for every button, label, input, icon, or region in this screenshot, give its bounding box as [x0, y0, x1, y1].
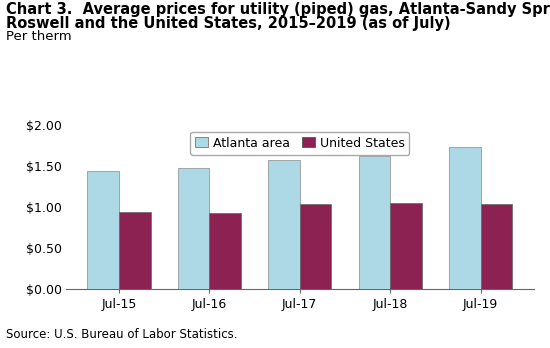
Text: Per therm: Per therm [6, 30, 71, 42]
Bar [268, 160, 300, 289]
Bar [300, 204, 332, 289]
Bar [119, 212, 151, 289]
Text: Chart 3.  Average prices for utility (piped) gas, Atlanta-Sandy Springs-: Chart 3. Average prices for utility (pip… [6, 2, 550, 17]
Text: Source: U.S. Bureau of Labor Statistics.: Source: U.S. Bureau of Labor Statistics. [6, 328, 237, 341]
Bar [449, 147, 481, 289]
Bar [178, 168, 210, 289]
Bar [359, 156, 390, 289]
Bar [87, 171, 119, 289]
Text: Roswell and the United States, 2015–2019 (as of July): Roswell and the United States, 2015–2019… [6, 16, 450, 31]
Bar [390, 203, 422, 289]
Legend: Atlanta area, United States: Atlanta area, United States [190, 132, 409, 155]
Bar [481, 204, 512, 289]
Bar [210, 213, 241, 289]
